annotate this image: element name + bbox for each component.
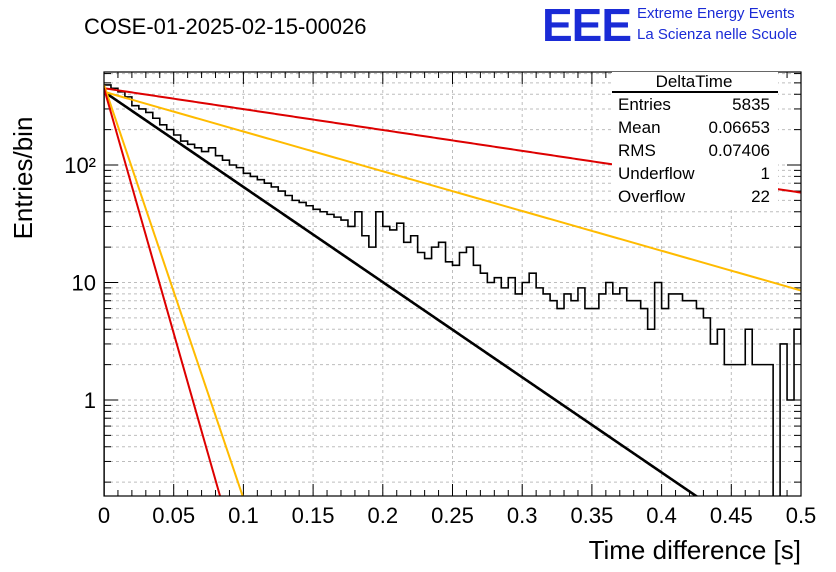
histogram (104, 84, 801, 496)
stats-value-mean: 0.06653 (709, 118, 770, 137)
x-tick-label: 0 (98, 503, 110, 528)
x-tick-label: 0.5 (786, 503, 817, 528)
x-tick-label: 0.15 (292, 503, 335, 528)
x-tick-labels: 0 0.05 0.1 0.15 0.2 0.25 0.3 0.35 0.4 0.45 0.5 (98, 503, 816, 528)
y-axis-title: Entries/bin (8, 117, 38, 240)
stats-label-mean: Mean (618, 118, 661, 137)
x-tick-label: 0.4 (646, 503, 677, 528)
stats-title: DeltaTime (656, 72, 733, 91)
stats-value-overflow: 22 (751, 187, 770, 206)
stats-value-rms: 0.07406 (709, 141, 770, 160)
plot-frame (103, 71, 802, 497)
x-tick-label: 0.3 (507, 503, 538, 528)
x-tick-label: 0.45 (710, 503, 753, 528)
stats-label-overflow: Overflow (618, 187, 686, 206)
x-tick-label: 0.35 (570, 503, 613, 528)
fit-curve-red-fast (104, 87, 222, 496)
y-tick-label: 1 (84, 388, 96, 413)
stats-label-entries: Entries (618, 95, 671, 114)
stats-label-rms: RMS (618, 141, 656, 160)
stats-label-underflow: Underflow (618, 164, 695, 183)
chart-title: COSE-01-2025-02-15-00026 (84, 14, 367, 39)
stats-value-entries: 5835 (732, 95, 770, 114)
stats-box: DeltaTime Entries 5835 Mean 0.06653 RMS … (612, 72, 778, 208)
x-tick-label: 0.2 (368, 503, 399, 528)
fit-curve-orange-fast (104, 84, 244, 496)
x-tick-label: 0.05 (152, 503, 195, 528)
eee-logo: EEE (542, 0, 631, 51)
y-tick-label: 10 (72, 271, 96, 296)
x-tick-label: 0.1 (228, 503, 259, 528)
logo-line-1: Extreme Energy Events (637, 5, 795, 22)
fit-curve-orange-slow (104, 90, 801, 292)
fit-curve-fit (104, 90, 699, 496)
x-axis-title: Time difference [s] (589, 535, 801, 565)
y-tick-label: 10² (64, 153, 96, 178)
y-tick-labels: 1 10 10² (64, 153, 96, 413)
stats-value-underflow: 1 (761, 164, 770, 183)
x-tick-label: 0.25 (431, 503, 474, 528)
logo-line-2: La Scienza nelle Scuole (637, 26, 797, 43)
